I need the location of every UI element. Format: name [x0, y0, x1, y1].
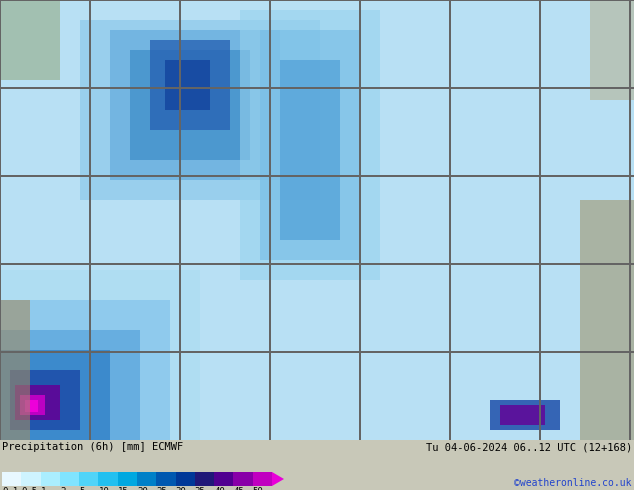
Text: ©weatheronline.co.uk: ©weatheronline.co.uk [515, 478, 632, 488]
Bar [233, 472, 253, 486]
Bar [41, 472, 60, 486]
Text: 35: 35 [195, 487, 205, 490]
Bar [79, 472, 98, 486]
Bar [253, 472, 272, 486]
Bar [118, 472, 137, 486]
Text: 10: 10 [98, 487, 109, 490]
Text: 0.5: 0.5 [22, 487, 37, 490]
Bar [157, 472, 176, 486]
Text: 45: 45 [233, 487, 244, 490]
Text: 1: 1 [41, 487, 46, 490]
Text: 25: 25 [157, 487, 167, 490]
Text: 15: 15 [118, 487, 129, 490]
Bar [60, 472, 79, 486]
Bar [176, 472, 195, 486]
Text: 50: 50 [253, 487, 264, 490]
Text: 5: 5 [79, 487, 84, 490]
Text: Precipitation (6h) [mm] ECMWF: Precipitation (6h) [mm] ECMWF [2, 442, 183, 452]
Text: 0.1: 0.1 [2, 487, 18, 490]
Bar [214, 472, 233, 486]
Bar [137, 472, 157, 486]
Text: 40: 40 [214, 487, 225, 490]
Bar [195, 472, 214, 486]
Text: 20: 20 [137, 487, 148, 490]
Text: 30: 30 [176, 487, 186, 490]
Polygon shape [272, 472, 284, 486]
Bar [22, 472, 41, 486]
Bar [98, 472, 118, 486]
Bar [2, 472, 22, 486]
Text: 2: 2 [60, 487, 65, 490]
Text: Tu 04-06-2024 06..12 UTC (12+168): Tu 04-06-2024 06..12 UTC (12+168) [426, 442, 632, 452]
